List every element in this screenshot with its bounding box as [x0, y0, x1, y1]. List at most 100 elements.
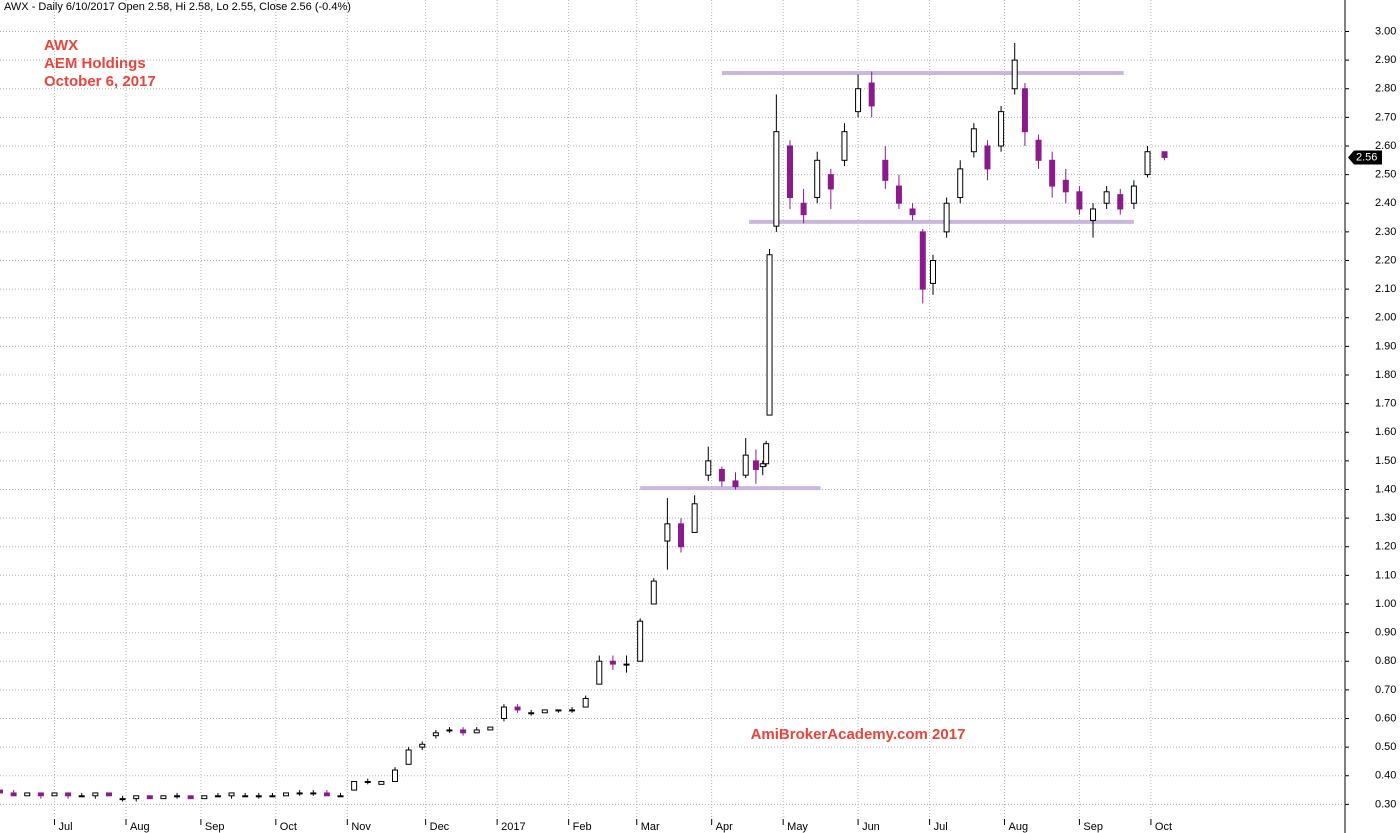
candle-body: [766, 254, 773, 416]
candle-body: [473, 729, 480, 734]
y-tick-label: 2.80: [1375, 83, 1396, 95]
x-tick-label: Aug: [1008, 821, 1028, 833]
candle-body: [827, 174, 834, 190]
watermark: AmiBrokerAcademy.com 2017: [751, 726, 966, 743]
x-tick-label: Mar: [641, 821, 660, 833]
candle-body: [446, 729, 453, 732]
candle-body: [296, 792, 303, 795]
candle-body: [1161, 151, 1168, 158]
x-tick-label: Nov: [351, 821, 371, 833]
candle-body: [364, 780, 371, 783]
candle-body: [1049, 159, 1056, 187]
last-price: 2.56: [1356, 151, 1377, 163]
candle-body: [283, 792, 290, 797]
y-tick-label: 2.30: [1375, 226, 1396, 238]
candle-body: [51, 792, 58, 797]
y-tick-label: 1.80: [1375, 369, 1396, 381]
candle-body: [909, 208, 916, 216]
candle-body: [310, 792, 317, 795]
candle-body: [957, 168, 964, 199]
candle-body: [919, 231, 926, 290]
candle-body: [391, 769, 398, 782]
candle-body: [10, 792, 17, 797]
y-tick-label: 2.00: [1375, 312, 1396, 324]
candle-body: [460, 729, 467, 734]
candle-body: [752, 460, 759, 470]
candle-body: [943, 202, 950, 233]
y-tick-label: 1.20: [1375, 541, 1396, 553]
candle-body: [582, 697, 589, 708]
candle-body: [555, 709, 562, 712]
candle-body: [984, 145, 991, 170]
y-tick-label: 0.40: [1375, 770, 1396, 782]
candle-body: [569, 709, 576, 712]
candle-body: [119, 798, 126, 801]
x-tick-label: Dec: [430, 821, 450, 833]
candle-body: [337, 795, 344, 798]
candle-body: [419, 743, 426, 748]
y-tick-label: 1.30: [1375, 512, 1396, 524]
x-tick-label: May: [787, 821, 808, 833]
x-tick-label: Jul: [934, 821, 948, 833]
candle-body: [242, 795, 249, 798]
candle-body: [378, 780, 385, 785]
candle-body: [500, 706, 507, 719]
candle-body: [868, 82, 875, 107]
candle-body: [970, 128, 977, 153]
last-price-tag: [1348, 150, 1382, 165]
candle-body: [1103, 191, 1110, 204]
candle-body: [214, 795, 221, 798]
candle-body: [691, 503, 698, 533]
y-tick-label: 0.30: [1375, 798, 1396, 810]
candle-body: [487, 726, 494, 731]
candle-body: [650, 580, 657, 605]
candle-body: [637, 620, 644, 662]
candle-body: [718, 468, 725, 482]
candle-body: [1011, 59, 1018, 90]
x-tick-label: Jul: [58, 821, 72, 833]
annotation: AWX: [44, 37, 78, 54]
candle-body: [1076, 191, 1083, 210]
y-tick-label: 0.90: [1375, 627, 1396, 639]
x-tick-label: Oct: [1155, 821, 1172, 833]
candle-body: [65, 792, 72, 797]
candle-body: [1035, 139, 1042, 161]
candle-body: [929, 259, 936, 284]
candle-body: [133, 795, 140, 800]
x-tick-label: Oct: [280, 821, 297, 833]
candle-body: [998, 111, 1005, 147]
candle-body: [596, 660, 603, 685]
candle-body: [78, 795, 85, 798]
candle-body: [160, 795, 167, 800]
candle-body: [174, 795, 181, 798]
candle-body: [1144, 151, 1151, 176]
y-tick-label: 1.50: [1375, 455, 1396, 467]
candle-body: [814, 159, 821, 199]
candle-body: [1090, 208, 1097, 221]
candle-body: [432, 732, 439, 737]
candle-body: [201, 795, 208, 800]
y-tick-label: 1.60: [1375, 426, 1396, 438]
candle-body: [1021, 88, 1028, 133]
candle-body: [705, 460, 712, 476]
y-tick-label: 1.70: [1375, 398, 1396, 410]
y-tick-label: 0.80: [1375, 655, 1396, 667]
candle-body: [24, 792, 31, 797]
x-tick-label: Aug: [130, 821, 150, 833]
candle-body: [732, 480, 739, 488]
x-tick-label: Apr: [716, 821, 733, 833]
candle-body: [609, 660, 616, 665]
y-tick-label: 2.50: [1375, 169, 1396, 181]
y-tick-label: 0.70: [1375, 684, 1396, 696]
x-tick-label: Jun: [862, 821, 880, 833]
candle-body: [800, 202, 807, 216]
x-tick-label: Feb: [573, 821, 592, 833]
candle-body: [763, 443, 770, 465]
candle-body: [228, 792, 235, 797]
candle-body: [664, 523, 671, 542]
candle-body: [773, 131, 780, 227]
candle-body: [255, 795, 262, 798]
candle-body: [882, 159, 889, 181]
x-tick-label: 2017: [501, 821, 525, 833]
